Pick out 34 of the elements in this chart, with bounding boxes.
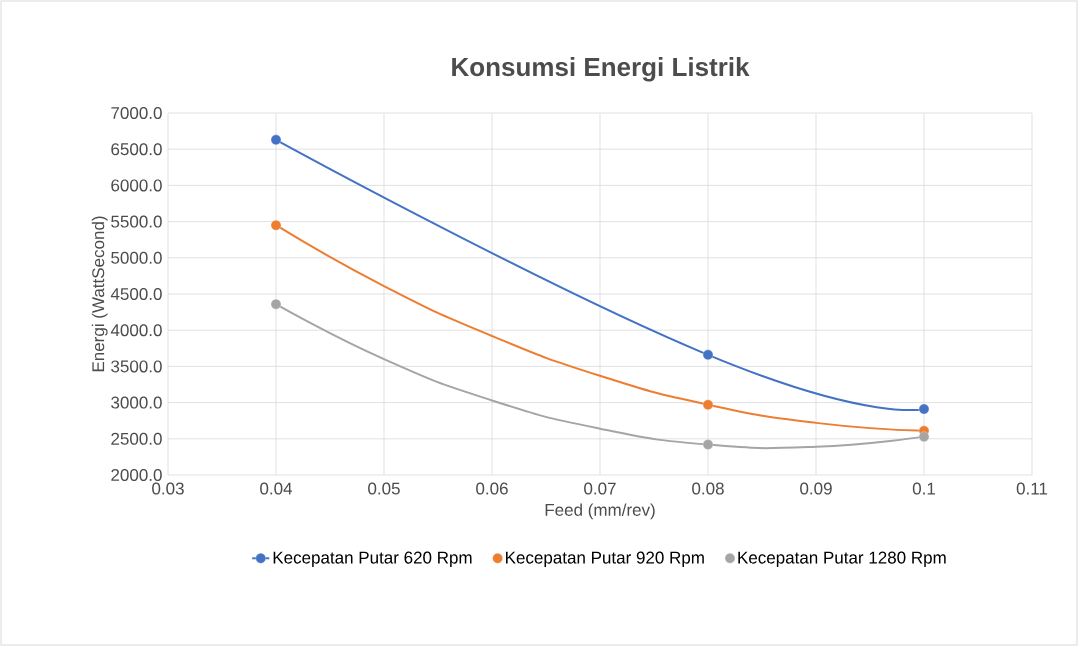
- point: [702, 399, 714, 410]
- x-tick-label: 0.11: [1016, 482, 1048, 495]
- y-tick-label: 5000.0: [111, 251, 162, 264]
- chart-title: Konsumsi Energi Listrik: [452, 57, 750, 82]
- point: [270, 298, 282, 310]
- legend-label: Kecepatan Putar 1280 Rpm: [738, 551, 946, 567]
- point: [270, 220, 282, 231]
- x-tick-label: 0.03: [152, 482, 184, 495]
- x-axis-title: Feed (mm/rev): [545, 503, 655, 520]
- legend-label: Kecepatan Putar 920 Rpm: [506, 551, 704, 567]
- x-tick-label: 0.1: [912, 482, 935, 495]
- y-tick-label: 4500.0: [110, 287, 162, 301]
- y-tick-label: 7000.0: [111, 106, 162, 120]
- y-tick-label: 2000.0: [111, 468, 162, 482]
- y-tick-label: 6000.0: [111, 179, 162, 192]
- x-tick-label: 0.04: [260, 482, 293, 495]
- x-tick-label: 0.07: [584, 482, 616, 495]
- y-tick-label: 3500.0: [111, 360, 162, 373]
- point: [270, 134, 282, 145]
- y-tick-label: 4000.0: [110, 324, 162, 337]
- x-tick-label: 0.06: [476, 482, 508, 495]
- point: [918, 403, 930, 415]
- y-tick-label: 6500.0: [111, 143, 162, 156]
- point: [702, 439, 714, 450]
- x-tick-label: 0.09: [800, 482, 832, 495]
- point: [918, 431, 930, 442]
- point: [702, 349, 714, 360]
- y-axis-title: Energi (WattSecond): [91, 216, 108, 372]
- y-tick-label: 5500.0: [111, 215, 162, 228]
- y-tick-label: 3000.0: [111, 396, 162, 409]
- x-tick-label: 0.08: [692, 482, 724, 495]
- y-tick-label: 2500.0: [111, 432, 162, 445]
- legend-label: Kecepatan Putar 620 Rpm: [273, 551, 472, 567]
- x-tick-label: 0.05: [368, 482, 400, 495]
